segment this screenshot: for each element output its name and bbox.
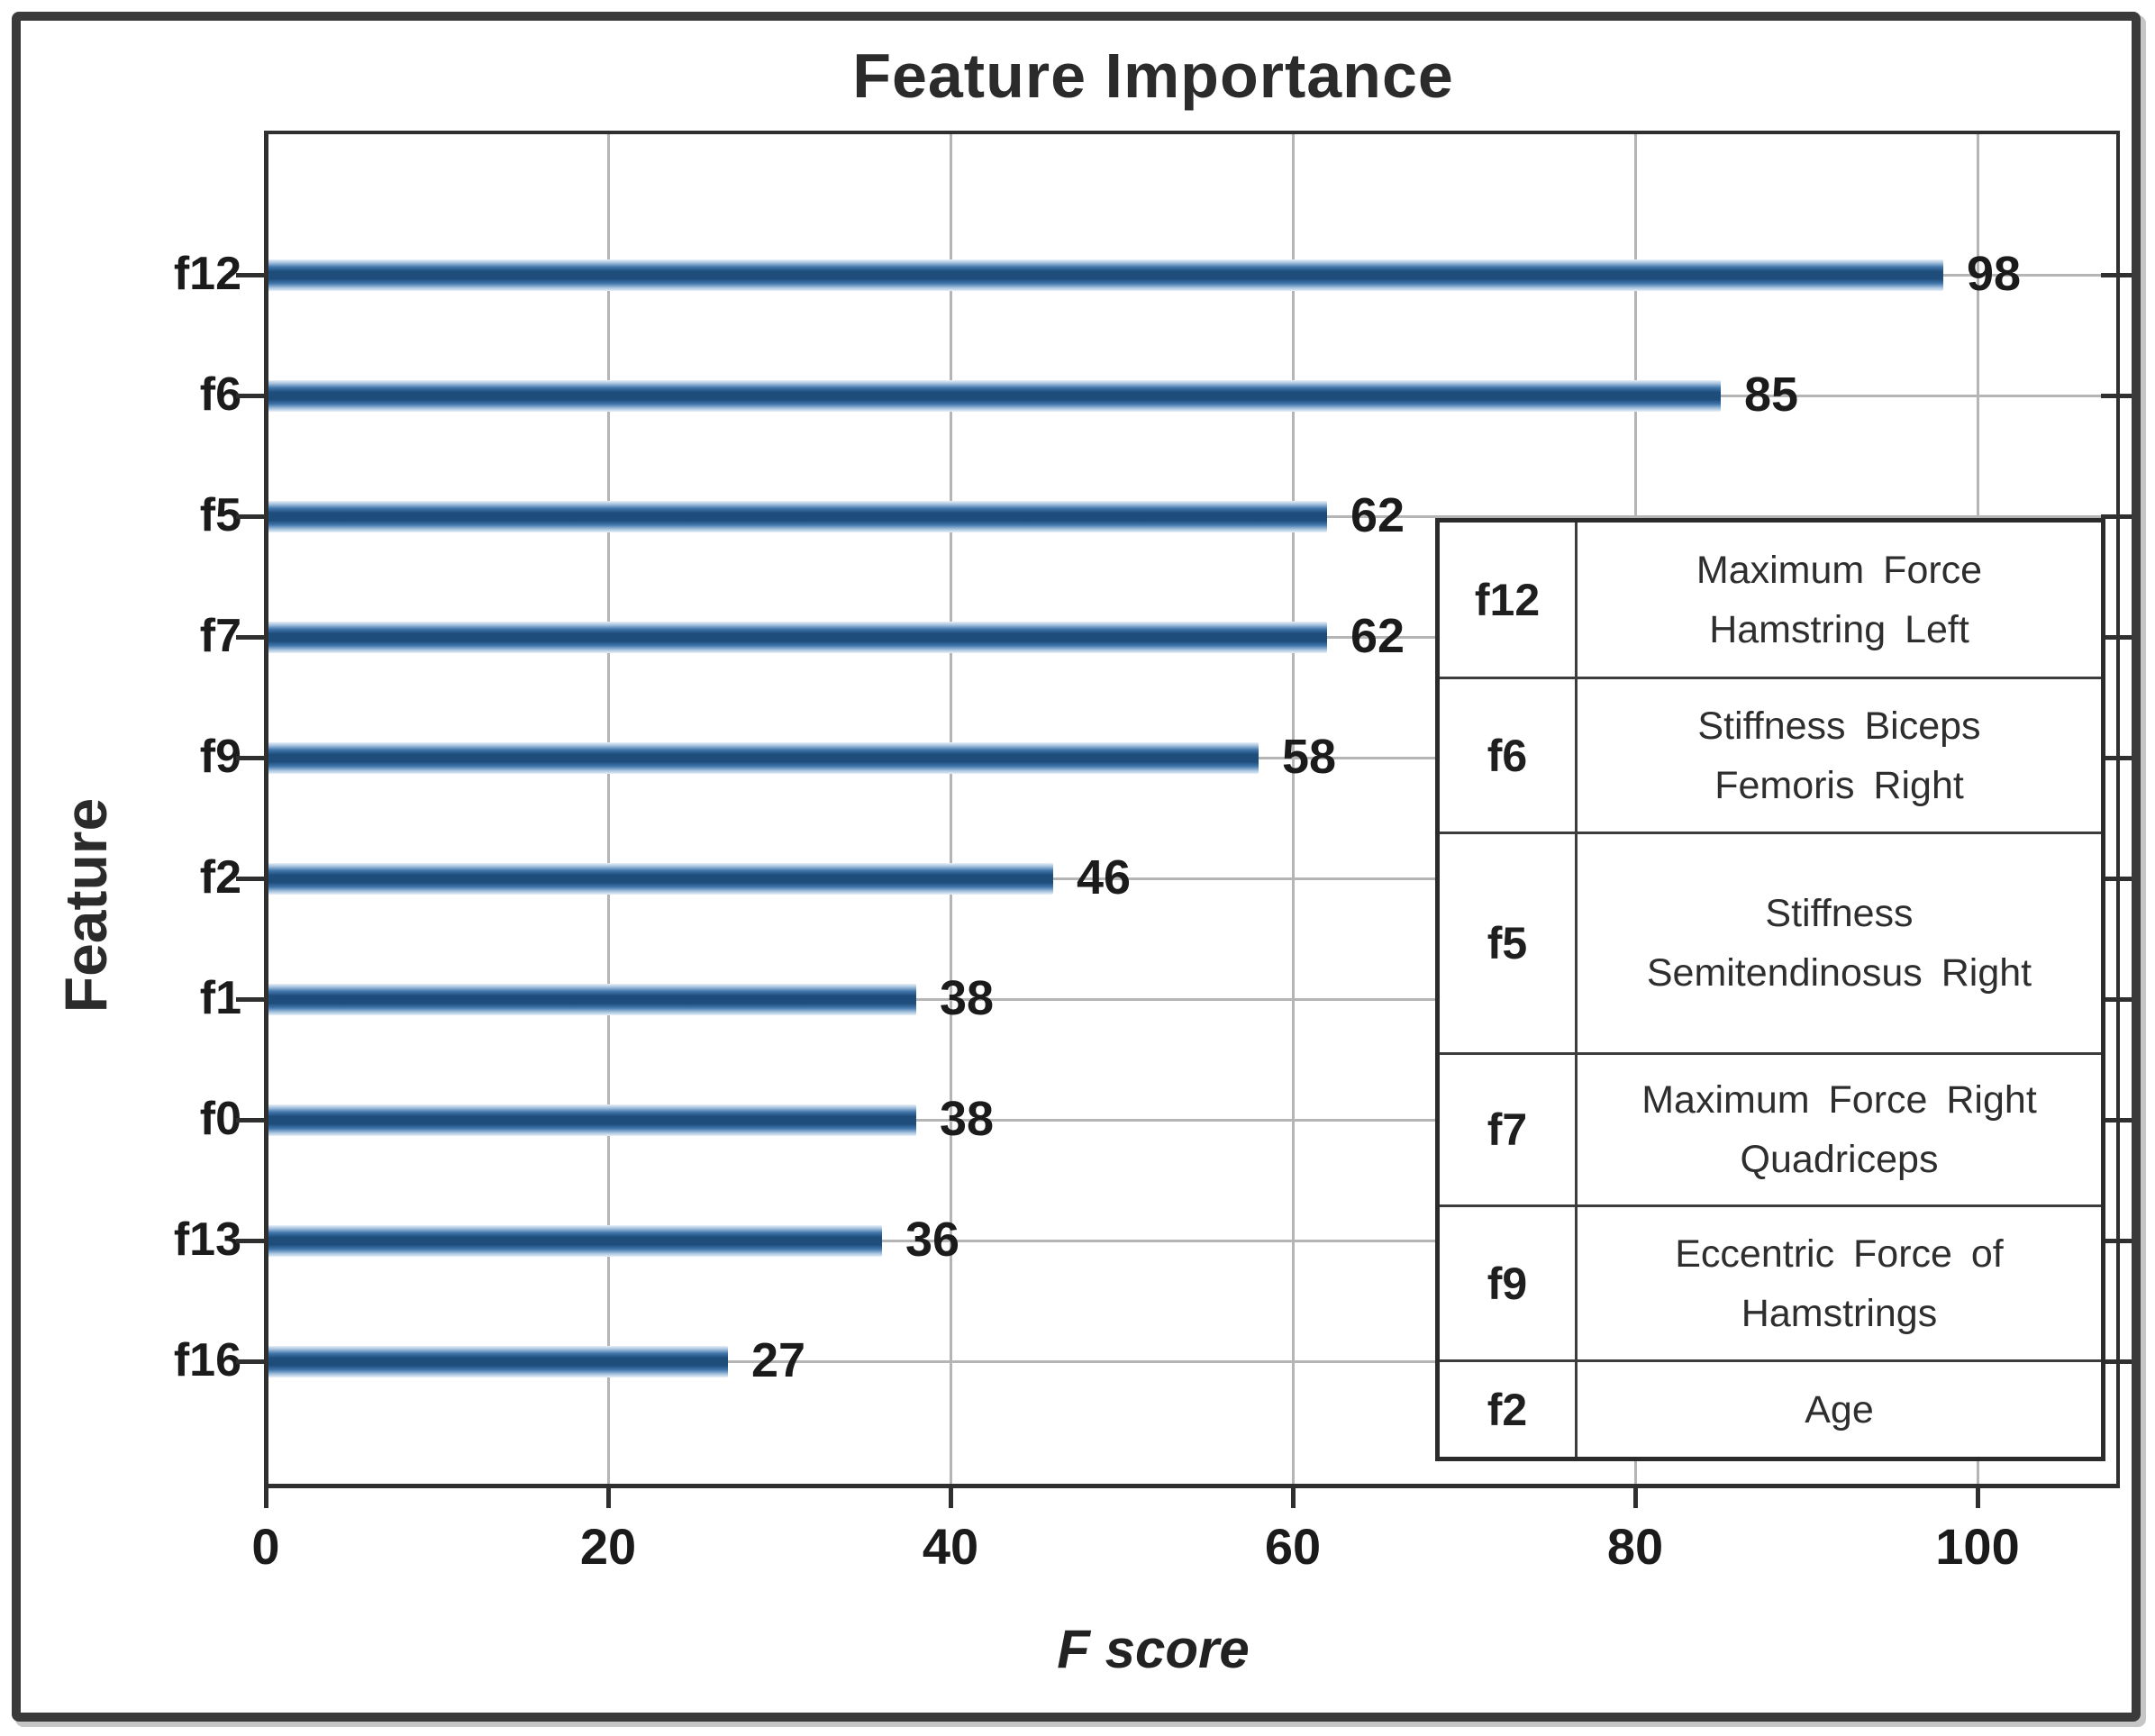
figure-border-frame: [12, 12, 2141, 1722]
legend-row-f2: f2 Age: [1436, 1359, 2105, 1460]
legend-row-f7: f7 Maximum Force Right Quadriceps: [1436, 1052, 2105, 1207]
bar-value-label: 27: [751, 1332, 806, 1387]
y-tick-label: f0: [199, 1092, 241, 1145]
bar-f1: [266, 983, 916, 1015]
bar-f0: [266, 1104, 916, 1136]
y-tick-label: f6: [199, 368, 241, 421]
legend-code-cell: f2: [1436, 1359, 1578, 1460]
bar-f2: [266, 862, 1053, 895]
bar-value-label: 36: [905, 1212, 960, 1267]
x-tick-mark: [1976, 1488, 1980, 1508]
bar-f7: [266, 621, 1327, 653]
y-tick-mark: [236, 1359, 267, 1364]
y-tick-mark: [236, 273, 267, 277]
feature-legend-table: f12 Maximum Force Hamstring Left f6 Stiffnes…: [1435, 518, 2105, 1461]
gridline-horizontal: [266, 1119, 2117, 1122]
bar-value-label: 62: [1350, 608, 1405, 663]
legend-code-cell: f5: [1436, 832, 1578, 1055]
y-axis-title: Feature: [52, 797, 119, 1013]
y-tick-label: f9: [199, 730, 241, 783]
x-tick-mark: [1633, 1488, 1638, 1508]
legend-desc-line: Quadriceps: [1740, 1138, 1939, 1181]
x-tick-label: 100: [1935, 1518, 2020, 1575]
bar-f9: [266, 741, 1259, 774]
y-tick-label: f7: [199, 609, 241, 662]
bar-f12: [266, 259, 1943, 291]
x-axis-spine: [264, 1484, 2120, 1488]
y-tick-label: f12: [173, 247, 241, 300]
legend-row-f6: f6 Stiffness Biceps Femoris Right: [1436, 677, 2105, 834]
y-axis-spine: [264, 131, 268, 1491]
legend-desc-line: Semitendinosus Right: [1646, 951, 2032, 995]
bar-f6: [266, 379, 1721, 412]
legend-desc-line: Hamstring Left: [1709, 607, 1969, 651]
y-tick-label: f1: [199, 971, 241, 1024]
bar-value-label: 85: [1744, 367, 1799, 422]
legend-desc-line: Hamstrings: [1741, 1291, 1938, 1335]
legend-code-cell: f9: [1436, 1204, 1578, 1362]
legend-code-cell: f12: [1436, 519, 1578, 679]
legend-code-cell: f7: [1436, 1052, 1578, 1207]
legend-desc-cell: Maximum Force Hamstring Left: [1575, 519, 2105, 679]
bar-value-label: 38: [940, 1091, 995, 1146]
bar-value-label: 38: [940, 970, 995, 1025]
x-tick-mark: [949, 1488, 953, 1508]
legend-row-f5: f5 Stiffness Semitendinosus Right: [1436, 832, 2105, 1055]
gridline-horizontal: [266, 877, 2117, 880]
legend-desc-line: Age: [1805, 1387, 1874, 1432]
y-tick-mark: [236, 514, 267, 519]
x-tick-label: 20: [579, 1518, 637, 1575]
legend-code-cell: f6: [1436, 677, 1578, 834]
legend-desc-line: Femoris Right: [1714, 763, 1964, 807]
bar-value-label: 98: [1967, 246, 2022, 301]
legend-desc-cell: Age: [1575, 1359, 2105, 1460]
bar-value-label: 46: [1077, 850, 1132, 904]
bar-f13: [266, 1224, 882, 1257]
legend-row-f12: f12 Maximum Force Hamstring Left: [1436, 519, 2105, 679]
x-tick-mark: [606, 1488, 611, 1508]
y-tick-mark: [236, 1118, 267, 1122]
chart-title: Feature Importance: [852, 41, 1454, 111]
y-tick-mark: [236, 756, 267, 760]
plot-right-spine: [2116, 131, 2120, 1488]
bar-f5: [266, 500, 1327, 532]
y-tick-label: f16: [173, 1333, 241, 1386]
gridline-horizontal: [266, 1240, 2117, 1242]
legend-desc-cell: Maximum Force Right Quadriceps: [1575, 1052, 2105, 1207]
bar-value-label: 62: [1350, 487, 1405, 542]
gridline-horizontal: [266, 1360, 2117, 1363]
y-tick-mark: [236, 394, 267, 398]
bar-value-label: 58: [1282, 729, 1337, 784]
x-tick-label: 60: [1264, 1518, 1322, 1575]
legend-desc-line: Maximum Force Right: [1641, 1078, 2037, 1122]
gridline-vertical: [1292, 131, 1295, 1486]
y-tick-label: f5: [199, 488, 241, 541]
legend-row-f9: f9 Eccentric Force of Hamstrings: [1436, 1204, 2105, 1362]
y-tick-label: f13: [173, 1213, 241, 1266]
legend-desc-line: Stiffness: [1765, 892, 1914, 935]
y-tick-mark: [236, 635, 267, 640]
y-tick-mark: [236, 1239, 267, 1243]
y-tick-mark: [236, 877, 267, 881]
gridline-vertical: [607, 131, 610, 1486]
plot-top-spine: [264, 131, 2120, 134]
legend-desc-cell: Stiffness Semitendinosus Right: [1575, 832, 2105, 1055]
gridline-horizontal: [266, 998, 2117, 1001]
gridline-vertical: [950, 131, 952, 1486]
x-tick-mark: [1291, 1488, 1296, 1508]
legend-desc-line: Eccentric Force of: [1675, 1232, 2004, 1276]
x-tick-label: 0: [251, 1518, 280, 1575]
x-axis-title: F score: [1057, 1619, 1250, 1679]
x-tick-label: 80: [1606, 1518, 1664, 1575]
y-tick-mark: [236, 997, 267, 1002]
legend-desc-line: Stiffness Biceps: [1697, 704, 1981, 748]
legend-desc-cell: Stiffness Biceps Femoris Right: [1575, 677, 2105, 834]
y-tick-label: f2: [199, 850, 241, 904]
legend-desc-cell: Eccentric Force of Hamstrings: [1575, 1204, 2105, 1362]
legend-desc-line: Maximum Force: [1696, 548, 1983, 592]
x-tick-mark: [264, 1488, 268, 1508]
x-tick-label: 40: [922, 1518, 979, 1575]
bar-f16: [266, 1345, 728, 1377]
